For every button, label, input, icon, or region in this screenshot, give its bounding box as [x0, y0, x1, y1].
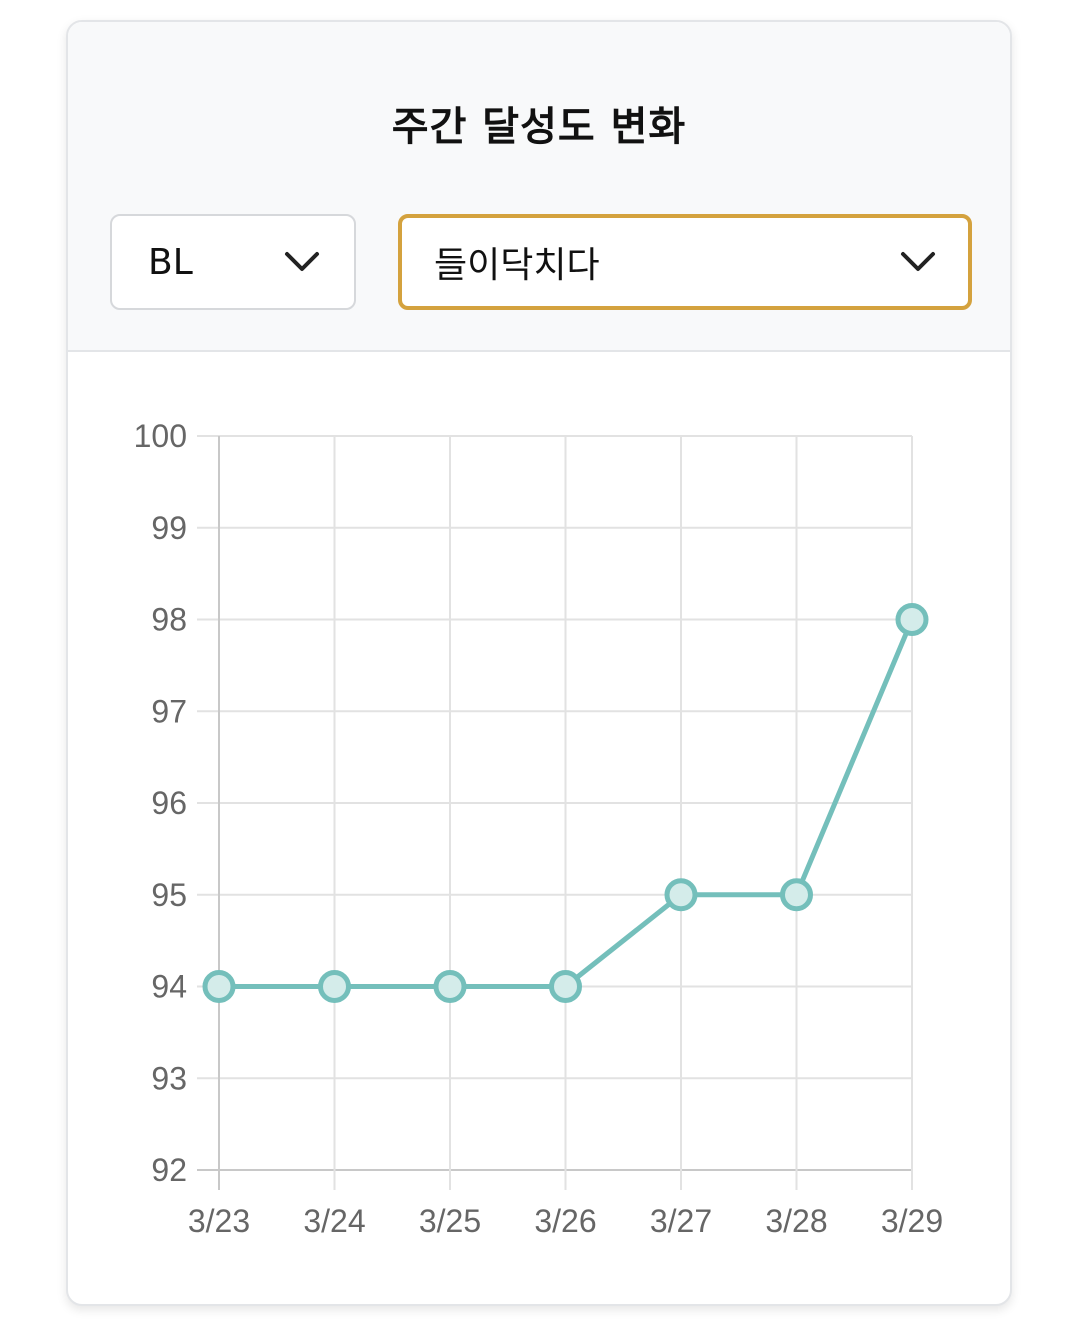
x-tick-label: 3/29 [881, 1203, 943, 1239]
y-tick-label: 94 [151, 969, 187, 1005]
data-point [549, 970, 582, 1003]
weekly-achievement-card: 주간 달성도 변화 BL 들이닥치다 [66, 20, 1012, 1306]
x-tick-label: 3/23 [188, 1203, 250, 1239]
x-tick-label: 3/26 [534, 1203, 596, 1239]
y-tick-label: 100 [134, 418, 187, 454]
data-point [780, 878, 813, 912]
data-point [433, 970, 467, 1003]
chevron-down-icon [901, 252, 935, 271]
y-tick-label: 99 [151, 510, 187, 546]
card-header: 주간 달성도 변화 BL 들이닥치다 [68, 22, 1010, 352]
category-select[interactable]: BL [110, 214, 356, 310]
category-select-value: BL [148, 241, 193, 283]
x-tick-label: 3/28 [765, 1203, 827, 1239]
x-tick-label: 3/24 [303, 1203, 365, 1239]
y-tick-label: 92 [151, 1152, 187, 1188]
data-point [202, 970, 236, 1003]
data-point [895, 603, 929, 636]
y-tick-label: 95 [151, 877, 187, 913]
x-tick-label: 3/25 [419, 1203, 481, 1239]
x-tick-label: 3/27 [650, 1203, 712, 1239]
data-point [664, 878, 698, 912]
y-tick-label: 97 [151, 693, 187, 729]
chevron-down-icon [285, 252, 319, 271]
y-tick-label: 96 [151, 785, 187, 821]
y-tick-label: 98 [151, 602, 187, 638]
item-select[interactable]: 들이닥치다 [398, 214, 972, 310]
chart-title: 주간 달성도 변화 [391, 104, 687, 150]
y-tick-label: 93 [151, 1060, 187, 1096]
data-point [318, 970, 351, 1003]
item-select-value: 들이닥치다 [434, 245, 600, 286]
